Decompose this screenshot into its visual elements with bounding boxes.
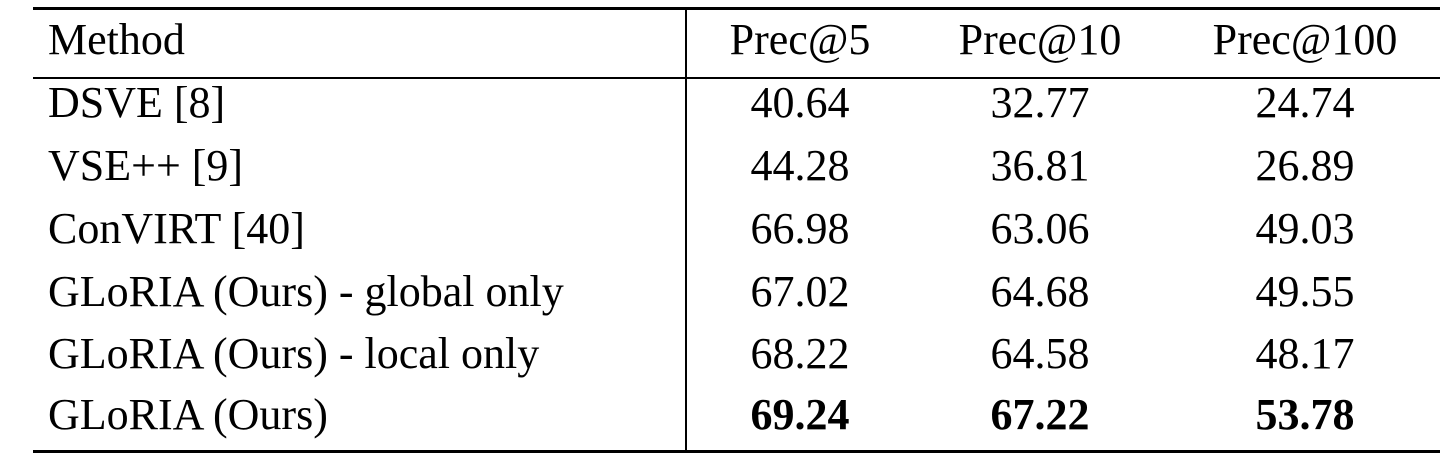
bottom-rule: [33, 450, 1440, 453]
header-rule: [33, 77, 1440, 79]
value-cell: 67.22: [990, 390, 1090, 439]
value-cell: 24.74: [1255, 78, 1355, 127]
value-cell: 64.58: [990, 329, 1090, 378]
value-cell: 68.22: [750, 329, 850, 378]
value-cell: 32.77: [990, 78, 1090, 127]
header-cell: Prec@10: [958, 15, 1122, 64]
value-cell: 36.81: [990, 141, 1090, 190]
method-cell: DSVE [8]: [48, 78, 226, 127]
value-cell: 49.03: [1255, 204, 1355, 253]
value-cell: 26.89: [1255, 141, 1355, 190]
method-cell: GLoRIA (Ours): [48, 390, 328, 439]
value-cell: 49.55: [1255, 267, 1355, 316]
header-cell: Prec@5: [729, 15, 871, 64]
method-cell: GLoRIA (Ours) - global only: [48, 267, 564, 316]
column-divider: [685, 8, 687, 452]
value-cell: 67.02: [750, 267, 850, 316]
value-cell: 64.68: [990, 267, 1090, 316]
top-rule: [33, 7, 1440, 10]
value-cell: 53.78: [1255, 390, 1355, 439]
method-cell: GLoRIA (Ours) - local only: [48, 329, 540, 378]
header-cell: Method: [48, 15, 185, 64]
method-cell: ConVIRT [40]: [48, 204, 305, 253]
value-cell: 48.17: [1255, 329, 1355, 378]
value-cell: 40.64: [750, 78, 850, 127]
value-cell: 66.98: [750, 204, 850, 253]
value-cell: 44.28: [750, 141, 850, 190]
header-cell: Prec@100: [1212, 15, 1398, 64]
value-cell: 63.06: [990, 204, 1090, 253]
method-cell: VSE++ [9]: [48, 141, 244, 190]
value-cell: 69.24: [750, 390, 850, 439]
